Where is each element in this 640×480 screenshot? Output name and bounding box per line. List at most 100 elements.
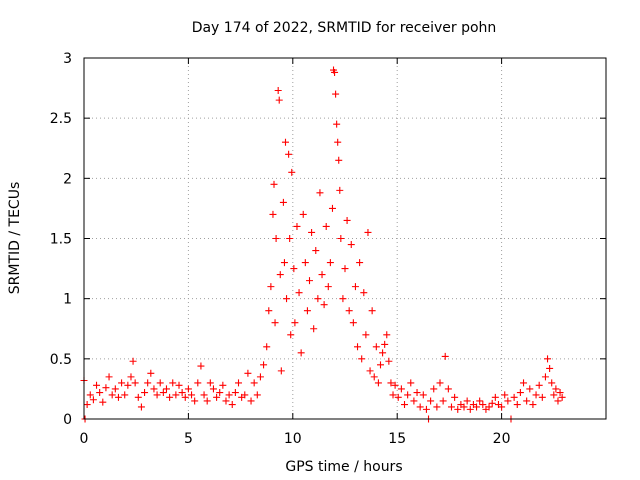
data-point bbox=[372, 343, 380, 351]
data-point bbox=[111, 385, 119, 393]
data-point bbox=[137, 403, 145, 411]
data-point bbox=[368, 307, 376, 315]
data-point bbox=[222, 397, 230, 405]
data-point bbox=[102, 384, 110, 392]
data-point bbox=[328, 204, 336, 212]
data-point bbox=[231, 389, 239, 397]
data-point bbox=[510, 393, 518, 401]
data-point bbox=[184, 385, 192, 393]
data-point bbox=[295, 289, 303, 297]
data-point bbox=[267, 283, 275, 291]
data-point bbox=[397, 385, 405, 393]
data-point bbox=[219, 381, 227, 389]
data-point bbox=[532, 391, 540, 399]
data-point bbox=[476, 397, 484, 405]
data-point bbox=[337, 235, 345, 242]
data-point bbox=[150, 385, 158, 393]
x-tick-label: 20 bbox=[493, 431, 511, 447]
data-point bbox=[498, 403, 506, 411]
data-point bbox=[410, 397, 418, 405]
data-point bbox=[460, 403, 468, 411]
data-point bbox=[331, 68, 339, 76]
data-point bbox=[288, 168, 296, 176]
data-point bbox=[326, 259, 334, 267]
data-point bbox=[413, 389, 421, 397]
data-point bbox=[181, 393, 189, 401]
data-point bbox=[277, 367, 285, 375]
data-point bbox=[358, 355, 366, 363]
data-point bbox=[364, 228, 372, 236]
data-point bbox=[241, 391, 249, 399]
data-point bbox=[554, 397, 562, 405]
data-point bbox=[351, 283, 359, 291]
data-point bbox=[297, 349, 305, 357]
data-point bbox=[213, 393, 221, 401]
data-point bbox=[99, 398, 107, 406]
data-point bbox=[275, 96, 283, 104]
grid-lines bbox=[84, 58, 606, 419]
data-point bbox=[333, 120, 341, 128]
data-point bbox=[324, 283, 332, 291]
data-point bbox=[419, 391, 427, 399]
data-point bbox=[556, 389, 564, 397]
y-tick-label: 2.5 bbox=[50, 111, 72, 127]
data-point bbox=[131, 379, 139, 387]
data-point bbox=[260, 361, 268, 369]
data-point bbox=[108, 391, 116, 399]
y-tick-label: 1 bbox=[63, 292, 72, 308]
data-point bbox=[341, 265, 349, 273]
data-point bbox=[332, 90, 340, 98]
data-point bbox=[454, 405, 462, 413]
data-point bbox=[159, 389, 167, 397]
data-point bbox=[473, 403, 481, 411]
data-point bbox=[523, 397, 531, 405]
data-point bbox=[197, 362, 205, 370]
data-point bbox=[356, 259, 364, 267]
data-point bbox=[310, 325, 318, 333]
data-point bbox=[389, 391, 397, 399]
chart-title: Day 174 of 2022, SRMTID for receiver poh… bbox=[192, 20, 497, 36]
y-tick-label: 0 bbox=[63, 412, 72, 428]
data-point bbox=[127, 373, 135, 381]
data-point bbox=[265, 307, 273, 315]
data-point bbox=[546, 364, 554, 372]
data-point bbox=[301, 259, 309, 267]
data-point bbox=[552, 385, 560, 393]
y-tick-label: 3 bbox=[63, 51, 72, 67]
data-point bbox=[538, 393, 546, 401]
x-axis-label: GPS time / hours bbox=[285, 459, 402, 475]
data-point bbox=[162, 385, 170, 393]
data-point bbox=[271, 319, 279, 327]
data-point bbox=[362, 331, 370, 339]
data-point bbox=[256, 373, 264, 381]
data-point bbox=[501, 391, 509, 399]
data-point bbox=[225, 391, 233, 399]
data-point bbox=[299, 210, 307, 218]
data-point bbox=[291, 319, 299, 327]
data-point bbox=[144, 379, 152, 387]
data-point bbox=[485, 403, 493, 411]
data-point bbox=[336, 186, 344, 194]
data-point bbox=[312, 247, 320, 255]
data-point bbox=[374, 379, 382, 387]
data-point bbox=[430, 385, 438, 393]
y-tick-label: 0.5 bbox=[50, 352, 72, 368]
data-point bbox=[86, 391, 94, 399]
data-point bbox=[366, 367, 374, 375]
data-point bbox=[394, 393, 402, 401]
data-point bbox=[89, 396, 97, 404]
data-point bbox=[153, 391, 161, 399]
data-point bbox=[463, 397, 471, 405]
data-point bbox=[134, 393, 142, 401]
data-point bbox=[141, 389, 149, 397]
data-point bbox=[526, 385, 534, 393]
data-point bbox=[444, 385, 452, 393]
data-point bbox=[466, 405, 474, 413]
data-point bbox=[276, 271, 284, 279]
data-point bbox=[354, 343, 362, 351]
data-point bbox=[129, 357, 137, 365]
x-tick-label: 0 bbox=[80, 431, 89, 447]
data-point bbox=[441, 352, 449, 360]
x-tick-label: 15 bbox=[388, 431, 406, 447]
data-point bbox=[345, 307, 353, 315]
